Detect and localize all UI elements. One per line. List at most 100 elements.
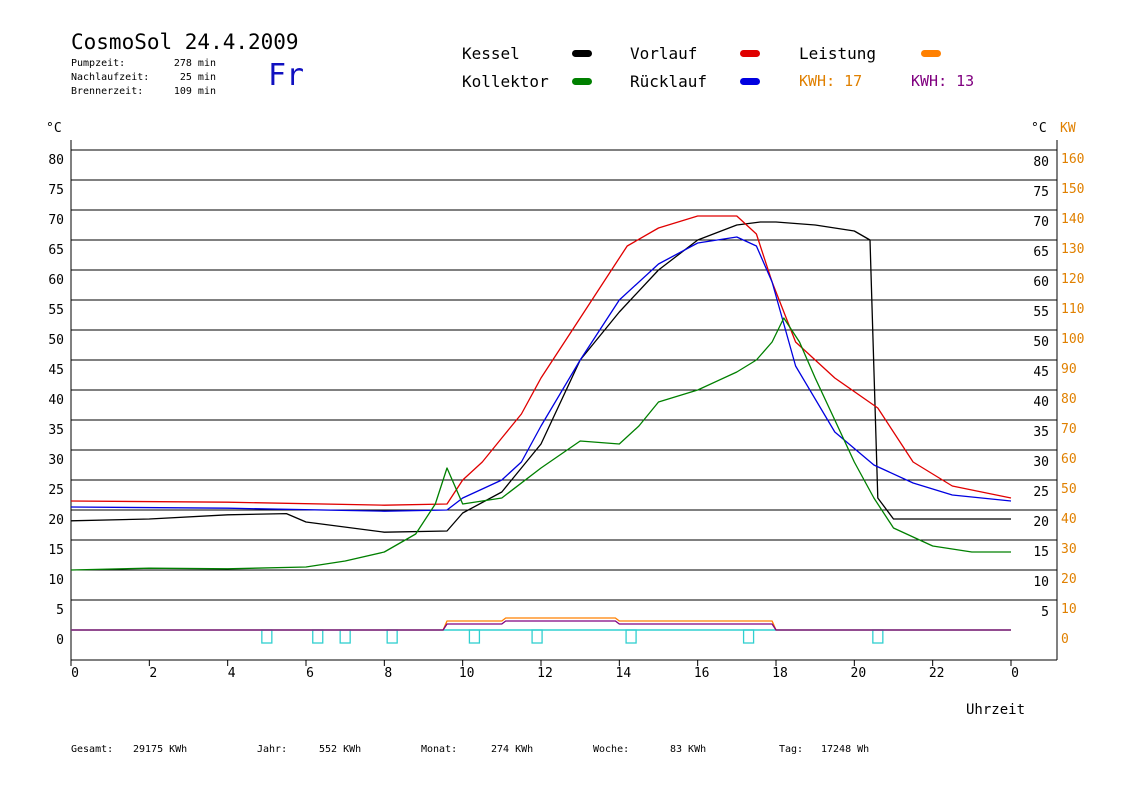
- y2-tick-label: 90: [1061, 362, 1077, 377]
- y-tick-label: 45: [48, 363, 64, 378]
- footer-label: Gesamt:: [71, 744, 114, 755]
- legend-label: Rücklauf: [630, 72, 708, 91]
- pump-marker: [625, 629, 637, 644]
- series-line: [71, 617, 1011, 631]
- footer-value: 17248 Wh: [821, 744, 870, 755]
- footer-label: Monat:: [421, 744, 458, 755]
- x-axis-label: Uhrzeit: [966, 702, 1025, 718]
- power-axis-unit: KW: [1060, 121, 1076, 136]
- legend-label: Vorlauf: [630, 44, 698, 63]
- y-tick-label: 70: [48, 213, 64, 228]
- legend-swatch: [572, 50, 592, 57]
- footer-value: 29175 KWh: [133, 744, 188, 755]
- x-tick-label: 0: [71, 666, 79, 681]
- y-right-tick-label: 80: [1033, 155, 1049, 170]
- y-tick-label: 25: [48, 483, 64, 498]
- series-line: [71, 620, 1011, 631]
- series-line: [70, 215, 1012, 506]
- y2-tick-label: 80: [1061, 392, 1077, 407]
- y-tick-label: 5: [56, 603, 64, 618]
- y-tick-label: 10: [48, 573, 64, 588]
- series-line: [70, 236, 1012, 512]
- legend-swatch: [740, 78, 760, 85]
- stat-value: 278 min: [173, 58, 216, 69]
- legend-swatch: [740, 50, 760, 57]
- chart-title: CosmoSol 24.4.2009: [71, 30, 299, 54]
- y-tick-label: 55: [48, 303, 64, 318]
- stat-value: 109 min: [173, 86, 216, 97]
- pump-marker: [872, 629, 884, 644]
- kwh-value: KWH: 17: [799, 72, 863, 90]
- pump-marker: [742, 629, 755, 644]
- y2-tick-label: 40: [1061, 512, 1077, 527]
- y2-tick-label: 10: [1061, 602, 1077, 617]
- y-right-tick-label: 5: [1041, 605, 1049, 620]
- y2-tick-label: 130: [1061, 242, 1084, 257]
- y-tick-label: 20: [48, 513, 64, 528]
- y2-tick-label: 70: [1061, 422, 1077, 437]
- left-axis-unit: °C: [46, 121, 62, 136]
- y-tick-label: 75: [48, 183, 64, 198]
- stat-label: Nachlaufzeit:: [71, 72, 150, 83]
- x-tick-label: 10: [459, 666, 475, 681]
- y2-tick-label: 50: [1061, 482, 1077, 497]
- legend-label: Kollektor: [462, 72, 549, 91]
- y-right-tick-label: 50: [1033, 335, 1049, 350]
- footer-value: 274 KWh: [491, 744, 534, 755]
- pump-marker: [339, 629, 351, 644]
- pump-marker: [386, 629, 398, 644]
- stat-value: 25 min: [179, 72, 216, 83]
- pump-marker: [531, 629, 543, 644]
- x-tick-label: 0: [1011, 666, 1019, 681]
- x-tick-label: 20: [851, 666, 867, 681]
- y-tick-label: 50: [48, 333, 64, 348]
- y-tick-label: 40: [48, 393, 64, 408]
- y-right-tick-label: 20: [1033, 515, 1049, 530]
- stat-label: Brennerzeit:: [71, 86, 144, 97]
- footer-label: Tag:: [779, 744, 804, 755]
- footer-value: 83 KWh: [670, 744, 707, 755]
- y-tick-label: 60: [48, 273, 64, 288]
- y2-tick-label: 150: [1061, 182, 1084, 197]
- y2-tick-label: 120: [1061, 272, 1084, 287]
- pump-marker: [468, 629, 481, 644]
- y2-tick-label: 20: [1061, 572, 1077, 587]
- y-right-tick-label: 35: [1033, 425, 1049, 440]
- y-right-tick-label: 25: [1033, 485, 1049, 500]
- y-right-tick-label: 40: [1033, 395, 1049, 410]
- x-tick-label: 2: [149, 666, 157, 681]
- y-right-tick-label: 45: [1033, 365, 1049, 380]
- y2-tick-label: 110: [1061, 302, 1084, 317]
- y-right-tick-label: 65: [1033, 245, 1049, 260]
- x-tick-label: 4: [228, 666, 236, 681]
- series-line: [70, 317, 1011, 571]
- y-right-tick-label: 30: [1033, 455, 1049, 470]
- x-tick-label: 22: [929, 666, 945, 681]
- series-line: [70, 221, 1011, 533]
- x-tick-label: 8: [384, 666, 392, 681]
- kwh-value: KWH: 13: [911, 72, 975, 90]
- y2-tick-label: 140: [1061, 212, 1084, 227]
- y-tick-label: 65: [48, 243, 64, 258]
- right-axis-unit: °C: [1031, 121, 1047, 136]
- y2-tick-label: 160: [1061, 152, 1084, 167]
- y2-tick-label: 0: [1061, 632, 1069, 647]
- footer-value: 552 KWh: [319, 744, 362, 755]
- y-right-tick-label: 10: [1033, 575, 1049, 590]
- pump-marker: [261, 629, 273, 644]
- footer-label: Jahr:: [257, 744, 288, 755]
- legend-swatch: [572, 78, 592, 85]
- pump-marker: [312, 629, 324, 644]
- y-right-tick-label: 55: [1033, 305, 1049, 320]
- y-tick-label: 35: [48, 423, 64, 438]
- x-tick-label: 18: [772, 666, 788, 681]
- y2-tick-label: 100: [1061, 332, 1084, 347]
- y-tick-label: 15: [48, 543, 64, 558]
- weekday-label: Fr: [268, 58, 305, 93]
- footer-label: Woche:: [593, 744, 630, 755]
- y2-tick-label: 30: [1061, 542, 1077, 557]
- y-right-tick-label: 15: [1033, 545, 1049, 560]
- y-tick-label: 0: [56, 633, 64, 648]
- y-right-tick-label: 75: [1033, 185, 1049, 200]
